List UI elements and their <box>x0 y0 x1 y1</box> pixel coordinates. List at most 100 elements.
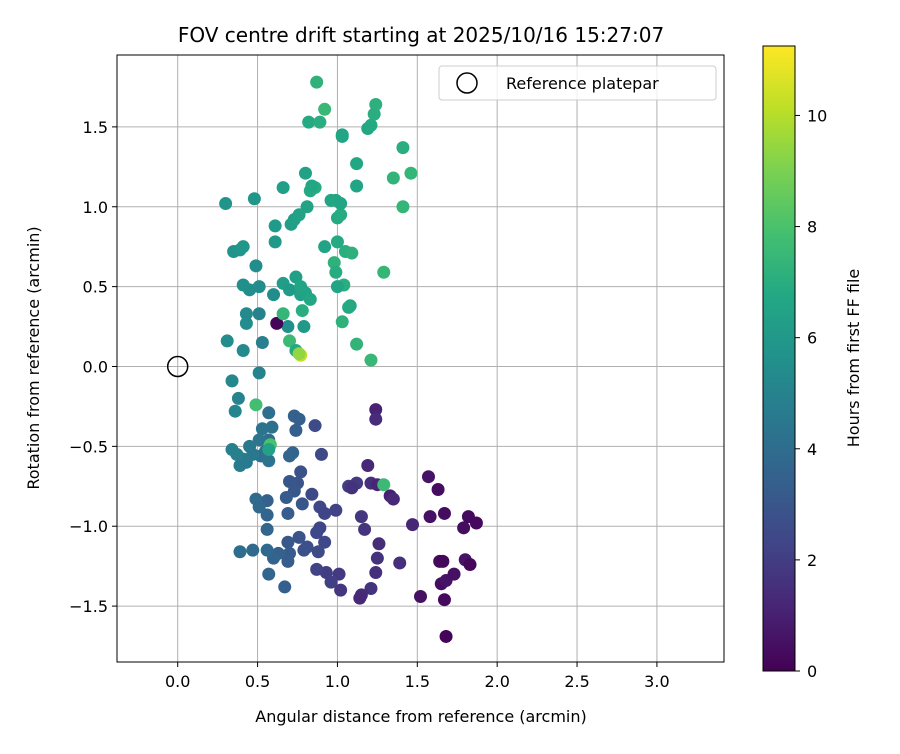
data-point <box>239 316 253 330</box>
data-point <box>423 510 437 524</box>
data-point <box>396 141 410 155</box>
data-point <box>276 307 290 321</box>
data-point <box>292 208 306 222</box>
data-point <box>313 115 327 129</box>
data-point <box>437 593 451 607</box>
grid-lines <box>117 55 724 662</box>
data-point <box>318 102 332 116</box>
data-point <box>345 246 359 260</box>
data-point <box>268 235 282 249</box>
data-point <box>354 510 368 524</box>
colorbar-tick-label: 10 <box>807 106 827 125</box>
data-point <box>252 500 266 514</box>
data-point <box>311 545 325 559</box>
data-point <box>431 482 445 496</box>
data-point <box>252 366 266 380</box>
data-point <box>281 506 295 520</box>
data-point <box>330 280 344 294</box>
data-point <box>252 433 266 447</box>
data-point <box>310 75 324 89</box>
data-point <box>329 265 343 279</box>
data-point <box>447 567 461 581</box>
data-point <box>436 554 450 568</box>
data-point <box>414 590 427 604</box>
data-point <box>236 240 250 254</box>
y-tick-label: −1.0 <box>69 517 108 536</box>
data-point <box>283 449 297 463</box>
data-point <box>369 403 383 417</box>
data-point <box>239 307 253 321</box>
data-point <box>421 470 435 484</box>
y-axis-ticks: −1.5 −1.0 −0.5 0.0 0.5 1.0 1.5 <box>69 118 117 616</box>
data-point <box>334 208 348 222</box>
y-axis-label: Rotation from reference (arcmin) <box>24 226 43 489</box>
data-point <box>295 497 309 511</box>
data-point <box>332 567 346 581</box>
data-point <box>377 478 391 492</box>
colorbar <box>763 46 795 671</box>
data-point <box>292 412 306 426</box>
data-point <box>303 292 317 306</box>
chart-title: FOV centre drift starting at 2025/10/16 … <box>178 23 664 47</box>
reference-marker-layer <box>166 355 189 378</box>
scatter-points <box>219 75 483 643</box>
data-point <box>255 336 269 350</box>
data-point <box>276 181 290 195</box>
data-point <box>295 304 309 318</box>
data-point <box>342 300 356 314</box>
data-point <box>297 320 311 334</box>
colorbar-tick-label: 8 <box>807 218 817 237</box>
colorbar-ticks: 0 2 4 6 8 10 <box>795 106 827 681</box>
data-point <box>318 535 332 549</box>
data-point <box>361 459 375 473</box>
data-point <box>305 179 319 193</box>
x-tick-label: 0.0 <box>165 672 190 691</box>
colorbar-tick-label: 2 <box>807 551 817 570</box>
colorbar-tick-label: 6 <box>807 329 817 348</box>
y-tick-label: 1.5 <box>83 118 108 137</box>
data-point <box>404 166 418 180</box>
data-point <box>289 423 303 437</box>
data-point <box>318 506 332 520</box>
data-point <box>249 398 263 412</box>
reference-platepar-marker <box>166 355 189 378</box>
data-point <box>334 583 348 597</box>
data-point <box>369 566 383 580</box>
x-tick-label: 3.0 <box>644 672 669 691</box>
x-tick-label: 2.0 <box>484 672 509 691</box>
y-tick-label: −1.5 <box>69 597 108 616</box>
data-point <box>267 288 281 302</box>
data-point <box>386 171 400 185</box>
data-point <box>463 558 477 572</box>
data-point <box>260 522 274 536</box>
colorbar-tick-label: 0 <box>807 662 817 681</box>
data-point <box>370 551 384 565</box>
data-point <box>265 420 279 434</box>
data-point <box>358 522 372 536</box>
x-tick-label: 2.5 <box>564 672 589 691</box>
data-point <box>308 419 322 433</box>
data-point <box>249 259 263 273</box>
data-point <box>279 490 293 504</box>
colorbar-tick-label: 4 <box>807 440 817 459</box>
data-point <box>283 334 297 348</box>
data-point <box>239 455 253 469</box>
data-point <box>260 543 274 557</box>
data-point <box>270 316 284 330</box>
data-point <box>281 320 295 334</box>
data-point <box>233 545 247 559</box>
data-point <box>345 481 359 495</box>
data-point <box>350 179 364 193</box>
data-point <box>350 337 364 351</box>
data-point <box>396 200 410 214</box>
data-point <box>231 391 245 405</box>
data-point <box>406 518 420 532</box>
data-point <box>324 575 338 589</box>
data-point <box>364 353 378 367</box>
data-point <box>335 129 349 143</box>
data-point <box>305 487 319 501</box>
data-point <box>252 307 266 321</box>
data-point <box>294 465 308 479</box>
